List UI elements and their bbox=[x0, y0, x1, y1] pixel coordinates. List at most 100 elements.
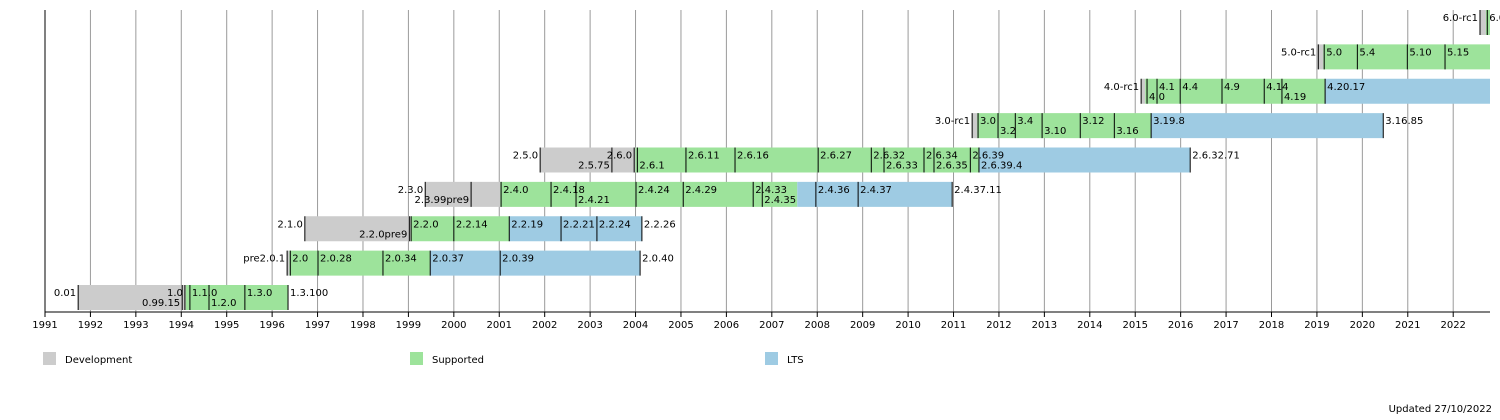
legend-label: Development bbox=[65, 355, 132, 366]
phase-bar bbox=[977, 113, 1152, 139]
release-label: 3.4 bbox=[1017, 116, 1033, 127]
x-tick-label: 1991 bbox=[32, 320, 57, 331]
release-label: 2.6.34 bbox=[926, 151, 958, 162]
x-tick-label: 2003 bbox=[577, 320, 602, 331]
phase-bar bbox=[410, 216, 510, 242]
x-tick-label: 1995 bbox=[214, 320, 239, 331]
phase-bar bbox=[1141, 78, 1146, 104]
release-label: 2.6.39 bbox=[972, 151, 1004, 162]
x-tick-label: 2008 bbox=[805, 320, 830, 331]
phase-bar bbox=[500, 181, 798, 207]
phase-bar bbox=[78, 285, 186, 310]
release-label: 5.0-rc1 bbox=[1281, 47, 1316, 58]
x-tick-label: 2013 bbox=[1032, 320, 1057, 331]
release-label: 2.2.14 bbox=[456, 219, 488, 230]
labels: 0.01 0.99.151.0 1.1.01.2.0 1.3.0 1.3.100 pre2… bbox=[54, 13, 1500, 309]
legend-swatch bbox=[765, 352, 778, 365]
x-tick-label: 2021 bbox=[1395, 320, 1420, 331]
phase-bar bbox=[430, 250, 641, 276]
x-tick-label: 2002 bbox=[532, 320, 557, 331]
x-tick-label: 2011 bbox=[941, 320, 966, 331]
x-tick-label: 2004 bbox=[623, 320, 648, 331]
release-label: 2.6.32.71 bbox=[1192, 151, 1240, 162]
x-tick-label: 2006 bbox=[714, 320, 739, 331]
x-tick-label: 1997 bbox=[305, 320, 330, 331]
phase-bar bbox=[540, 147, 636, 173]
release-label: 3.16 bbox=[1116, 126, 1138, 137]
release-label: pre2.0.1 bbox=[243, 254, 285, 265]
phase-bar bbox=[1325, 78, 1490, 104]
x-tick-label: 2020 bbox=[1350, 320, 1375, 331]
phase-bar bbox=[1145, 78, 1326, 104]
release-label: 2.0 bbox=[292, 254, 308, 265]
release-label: 3.0 bbox=[980, 116, 996, 127]
legend-label: Supported bbox=[432, 355, 484, 366]
release-label: 2.4.33 bbox=[755, 185, 787, 196]
release-label: 2.5.0 bbox=[513, 151, 538, 162]
legend: Development Supported LTS bbox=[43, 352, 804, 366]
release-label: 2.4.29 bbox=[685, 185, 717, 196]
x-tick-label: 2007 bbox=[759, 320, 784, 331]
phase-bar bbox=[509, 216, 642, 242]
release-label: 4.20.17 bbox=[1327, 82, 1365, 93]
phase-bar bbox=[972, 113, 978, 139]
phase-bar bbox=[289, 250, 431, 276]
phase-bar bbox=[304, 216, 411, 242]
x-tick-label: 2010 bbox=[895, 320, 920, 331]
release-label: 3.10 bbox=[1044, 126, 1066, 137]
release-label: 3.19.8 bbox=[1153, 116, 1185, 127]
phase-bar bbox=[425, 181, 501, 207]
phase-bar bbox=[185, 285, 289, 310]
release-label: 4.0 bbox=[1149, 92, 1165, 103]
release-label: 2.3.99pre9 bbox=[415, 195, 470, 206]
release-label: 2.6.11 bbox=[688, 151, 720, 162]
release-label: 2.2.21 bbox=[563, 219, 595, 230]
release-label: 4.14 bbox=[1266, 82, 1288, 93]
release-label: 4.1 bbox=[1159, 82, 1175, 93]
phase-bar bbox=[287, 250, 290, 276]
release-label: 1.0 bbox=[167, 288, 183, 299]
release-label: 2.0.40 bbox=[642, 254, 674, 265]
x-tick-label: 1992 bbox=[78, 320, 103, 331]
x-tick-label: 2016 bbox=[1168, 320, 1193, 331]
release-label: 1.3.0 bbox=[247, 288, 272, 299]
release-label: 2.6.0 bbox=[607, 151, 632, 162]
release-label: 5.0 bbox=[1326, 47, 1342, 58]
x-tick-label: 2022 bbox=[1440, 320, 1465, 331]
phase-bar bbox=[797, 181, 953, 207]
x-tick-label: 2001 bbox=[487, 320, 512, 331]
x-tick-label: 2005 bbox=[668, 320, 693, 331]
x-tick-label: 2018 bbox=[1259, 320, 1284, 331]
release-label: 2.6.16 bbox=[737, 151, 769, 162]
release-label: 1.1.0 bbox=[192, 288, 217, 299]
release-label: 2.4.21 bbox=[578, 195, 610, 206]
release-label: 2.6.35 bbox=[936, 161, 968, 172]
phase-bar bbox=[1485, 10, 1490, 35]
release-label: 2.4.35 bbox=[764, 195, 796, 206]
release-label: 4.0-rc1 bbox=[1104, 82, 1139, 93]
release-label: 2.0.34 bbox=[385, 254, 417, 265]
release-label: 2.1.0 bbox=[277, 219, 302, 230]
release-label: 3.12 bbox=[1082, 116, 1104, 127]
release-label: 5.4 bbox=[1359, 47, 1375, 58]
release-label: 3.2 bbox=[1000, 126, 1016, 137]
phase-bar bbox=[1323, 44, 1490, 70]
release-label: 5.10 bbox=[1409, 47, 1431, 58]
release-label: 2.2.26 bbox=[644, 219, 676, 230]
release-label: 3.0-rc1 bbox=[935, 116, 970, 127]
release-label: 2.6.1 bbox=[639, 161, 664, 172]
release-label: 2.4.36 bbox=[818, 185, 850, 196]
x-tick-label: 1996 bbox=[259, 320, 284, 331]
release-label: 2.0.28 bbox=[320, 254, 352, 265]
x-tick-label: 2015 bbox=[1122, 320, 1147, 331]
release-label: 0.99.15 bbox=[142, 298, 180, 309]
x-tick-label: 2017 bbox=[1213, 320, 1238, 331]
release-label: 2.2.24 bbox=[599, 219, 631, 230]
release-label: 1.2.0 bbox=[211, 298, 236, 309]
release-label: 6.0 bbox=[1489, 13, 1500, 24]
release-label: 2.2.19 bbox=[511, 219, 543, 230]
release-label: 0.01 bbox=[54, 288, 76, 299]
x-tick-label: 1994 bbox=[169, 320, 194, 331]
bars bbox=[77, 10, 1490, 310]
